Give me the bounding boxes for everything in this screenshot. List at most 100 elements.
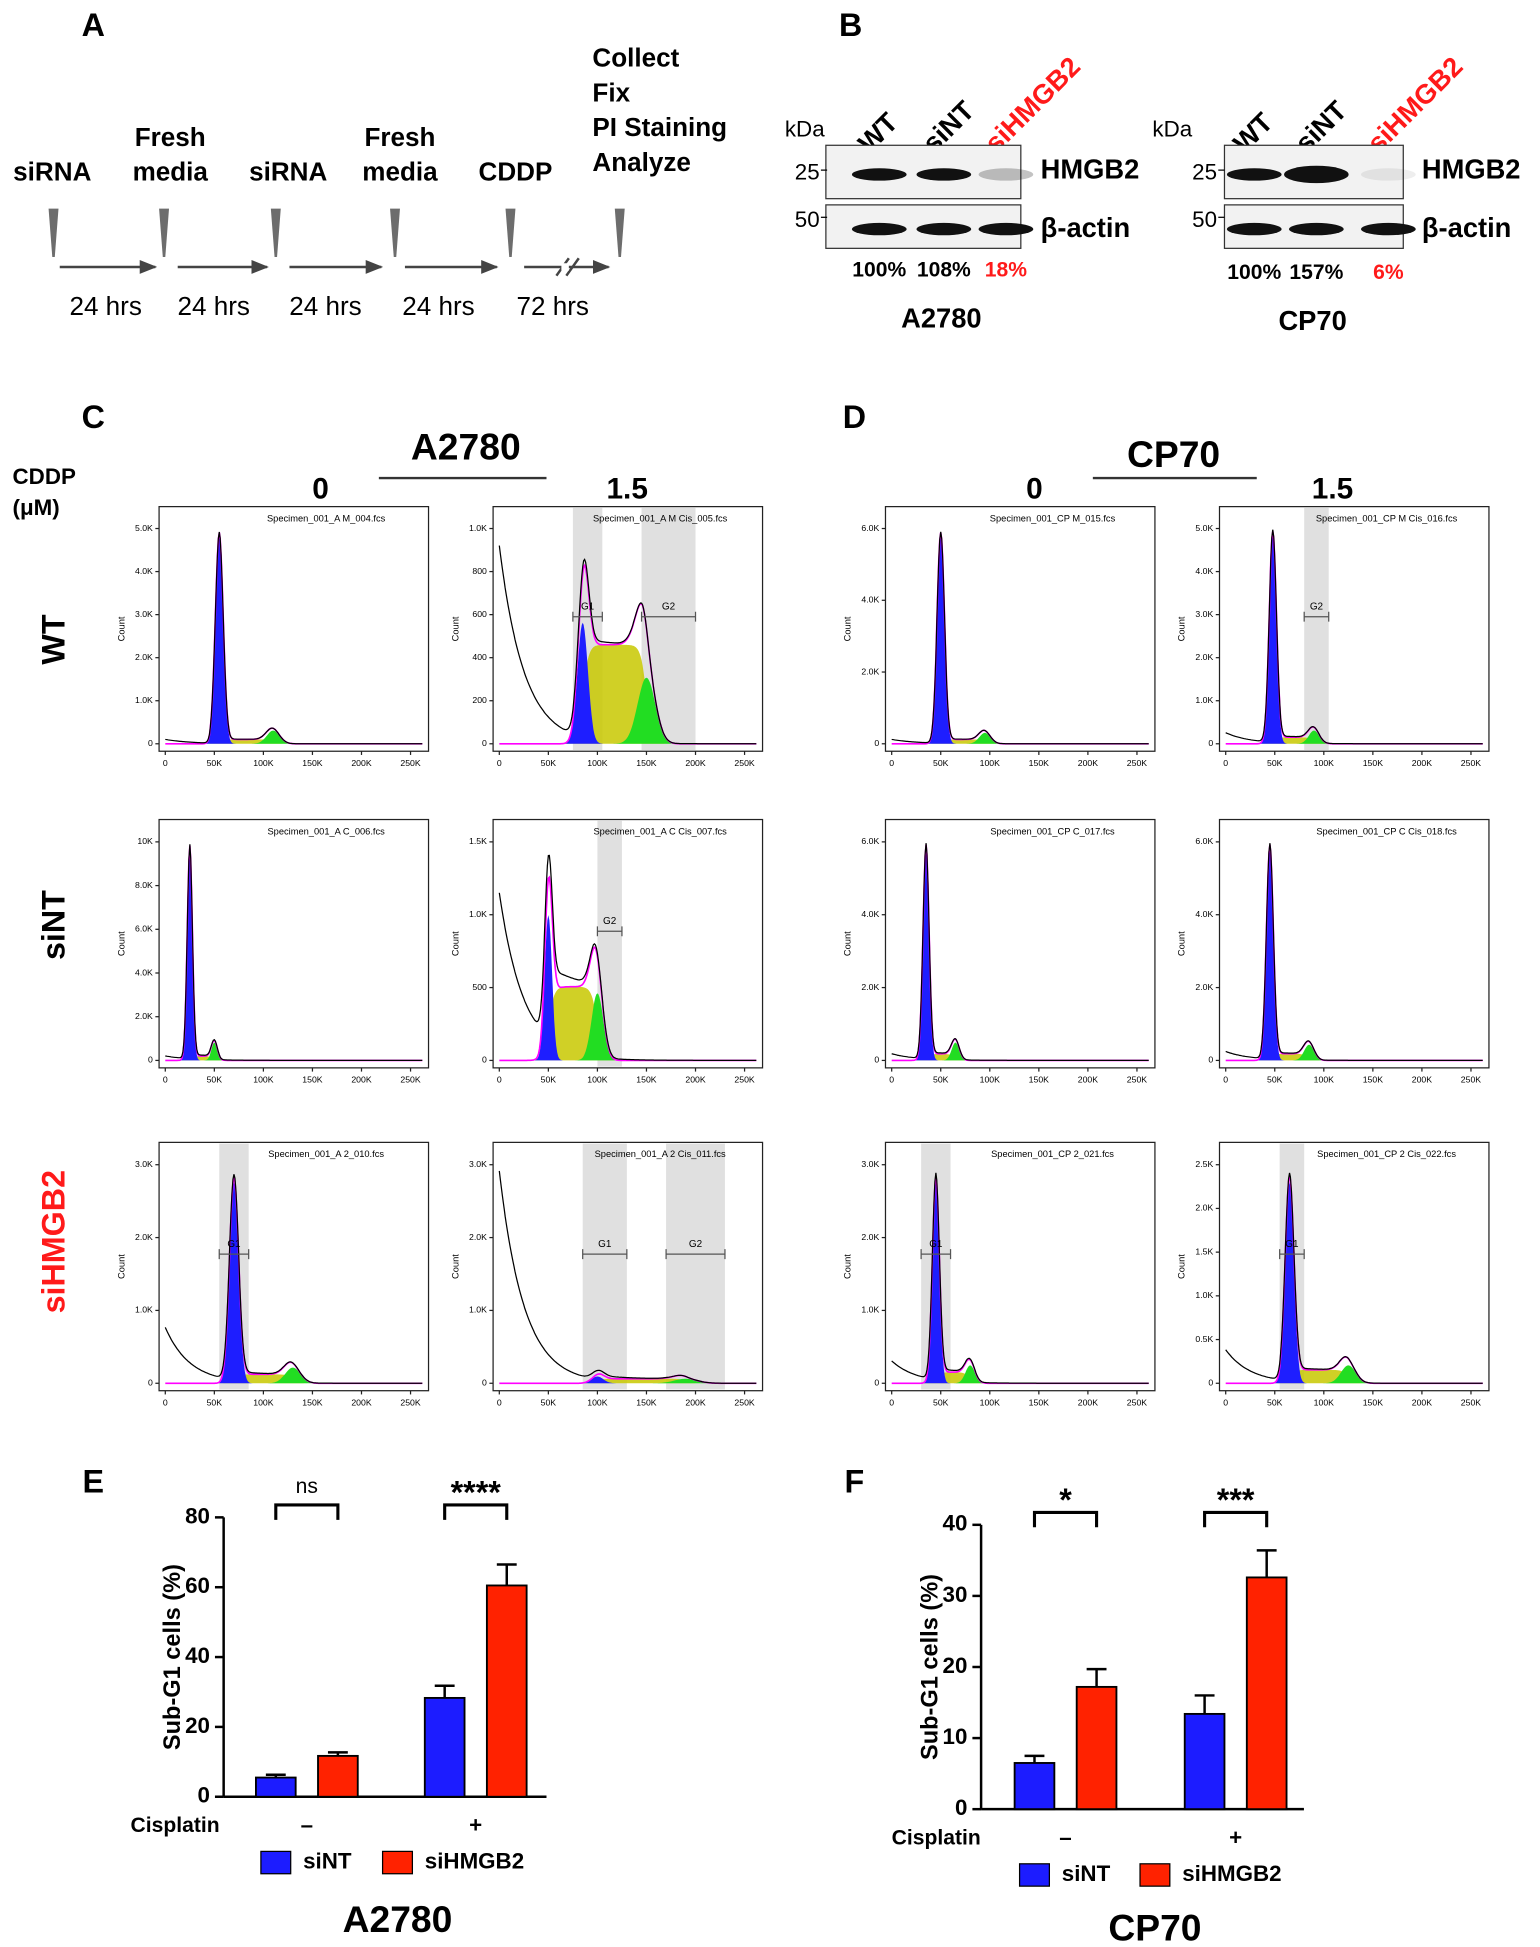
- y-tick-label: 4.0K: [135, 566, 153, 576]
- s-phase-fill: [499, 644, 757, 744]
- step-label: Fresh: [135, 122, 206, 152]
- file-name: Specimen_001_A 2 Cis_011.fcs: [595, 1149, 726, 1159]
- level-label: 6%: [1373, 261, 1404, 284]
- x-tick-label: 100K: [587, 1075, 607, 1085]
- file-name: Specimen_001_CP C_017.fcs: [990, 826, 1115, 836]
- bar: [255, 1776, 297, 1798]
- data-curve: [498, 545, 757, 745]
- band: [978, 168, 1034, 181]
- y-axis-label: Count: [843, 1254, 853, 1279]
- protein-label: β-actin: [1041, 212, 1130, 243]
- g1-fill: [891, 534, 1149, 744]
- panel-letter: E: [83, 1463, 105, 1499]
- s-phase-fill: [1225, 737, 1483, 744]
- x-tick-label: +: [469, 1812, 482, 1837]
- y-tick-label: 1.0K: [469, 1305, 487, 1315]
- level-label: 100%: [1227, 261, 1281, 284]
- x-tick-label: 0: [163, 1397, 168, 1407]
- y-tick-label: 2.0K: [861, 1232, 879, 1242]
- y-tick-label: 2.5K: [1195, 1159, 1213, 1169]
- significance-bracket: [1032, 1510, 1099, 1528]
- x-axis-label: Cisplatin: [892, 1827, 981, 1850]
- y-tick-label: 3.0K: [1195, 609, 1213, 619]
- y-tick-label: 2.0K: [135, 1232, 153, 1242]
- x-tick-label: 250K: [1127, 1397, 1147, 1407]
- x-tick-label: 50K: [541, 1397, 557, 1407]
- step-label: Fix: [592, 77, 630, 107]
- x-tick-label: 50K: [541, 1075, 557, 1085]
- y-axis-label: Count: [1177, 1254, 1187, 1279]
- y-tick-label: 600: [472, 609, 487, 619]
- y-tick-label: 4.0K: [861, 595, 879, 605]
- y-axis-label: Count: [843, 931, 853, 956]
- x-tick-label: 150K: [636, 1397, 656, 1407]
- cell-line-label: CP70: [1278, 305, 1346, 336]
- gate-label: G2: [1310, 601, 1324, 612]
- plot-frame: [1218, 1141, 1490, 1392]
- band: [1361, 168, 1416, 181]
- step-label: CDDP: [479, 157, 553, 187]
- plot-frame: [492, 818, 764, 1069]
- g1-fill: [1225, 1182, 1483, 1384]
- step-label: Analyze: [592, 147, 691, 177]
- marker-label: 25: [795, 160, 820, 185]
- duration: 24 hrs: [177, 291, 249, 321]
- y-tick-label: 20: [185, 1713, 210, 1738]
- data-curve: [165, 531, 423, 745]
- timepoint-wedge: [48, 208, 59, 258]
- x-tick-label: 100K: [1314, 758, 1334, 768]
- panel-letter: F: [845, 1463, 865, 1499]
- chart-title: CP70: [1108, 1907, 1201, 1947]
- x-tick-label: 0: [889, 758, 894, 768]
- panel-letter: A: [82, 7, 105, 43]
- x-tick-label: 50K: [207, 758, 223, 768]
- x-tick-label: 150K: [1363, 1075, 1383, 1085]
- gate-bar: [218, 1249, 250, 1260]
- timepoint-wedge: [159, 208, 170, 258]
- gate-region: [666, 1143, 725, 1390]
- y-axis-label: Count: [450, 616, 460, 641]
- file-name: Specimen_001_CP 2_021.fcs: [991, 1149, 1114, 1159]
- y-axis-label: Count: [116, 931, 126, 956]
- legend-swatch: [381, 1850, 414, 1875]
- y-axis-label: Sub-G1 cells (%): [159, 1564, 185, 1750]
- x-tick-label: 0: [497, 758, 502, 768]
- gate-label: G2: [662, 601, 676, 612]
- y-tick-label: 3.0K: [861, 1159, 879, 1169]
- duration: 72 hrs: [516, 291, 588, 321]
- x-tick-label: 50K: [207, 1075, 223, 1085]
- legend-label: siHMGB2: [425, 1848, 524, 1873]
- data-curve: [891, 531, 1149, 745]
- x-tick-label: 200K: [1078, 1397, 1098, 1407]
- dose-value: 1.5: [606, 472, 647, 505]
- x-tick-label: 200K: [351, 1075, 371, 1085]
- y-tick-label: 6.0K: [135, 924, 153, 934]
- x-tick-label: 50K: [933, 1397, 949, 1407]
- axis-break-gap: [561, 263, 569, 271]
- y-tick-label: 0: [482, 1055, 487, 1065]
- x-tick-label: 100K: [1314, 1075, 1334, 1085]
- y-tick-label: 1.0K: [861, 1305, 879, 1315]
- x-tick-label: 250K: [1127, 1075, 1147, 1085]
- y-axis-label: Count: [1177, 931, 1187, 956]
- x-tick-label: –: [301, 1812, 313, 1837]
- x-tick-label: 150K: [1363, 758, 1383, 768]
- panel-letter: C: [82, 399, 105, 435]
- step-label: siRNA: [13, 157, 91, 187]
- y-tick-label: 6.0K: [861, 836, 879, 846]
- significance-label: *: [1059, 1482, 1072, 1518]
- chart-title: A2780: [343, 1898, 453, 1940]
- duration: 24 hrs: [402, 291, 474, 321]
- y-tick-label: 5.0K: [1195, 523, 1213, 533]
- g2-fill: [891, 1042, 1149, 1061]
- significance-label: ns: [296, 1475, 318, 1498]
- y-tick-label: 2.0K: [135, 1011, 153, 1021]
- file-name: Specimen_001_A M Cis_005.fcs: [593, 513, 728, 523]
- y-tick-label: 30: [943, 1582, 968, 1607]
- duration: 24 hrs: [289, 291, 361, 321]
- row-label: siNT: [36, 890, 72, 960]
- x-tick-label: 200K: [1412, 1397, 1432, 1407]
- bar: [423, 1696, 466, 1798]
- row-label: siHMGB2: [36, 1170, 72, 1313]
- y-tick-label: 0: [874, 1055, 879, 1065]
